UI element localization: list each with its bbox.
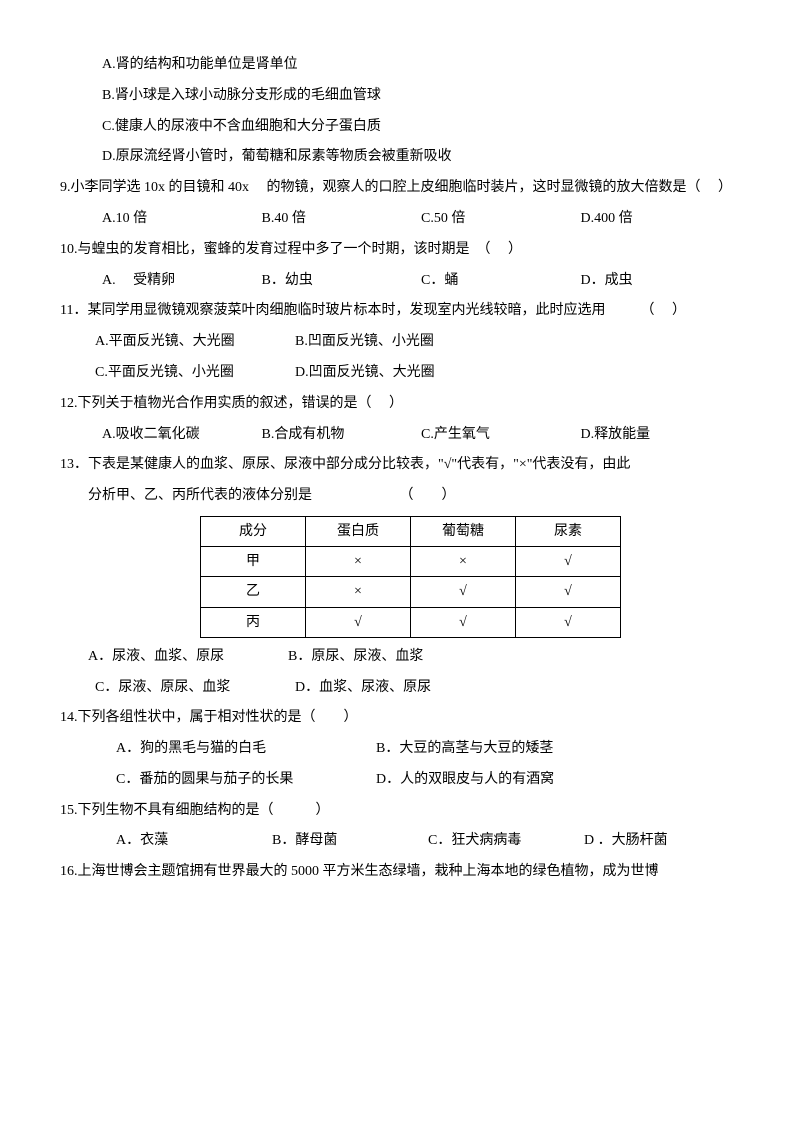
q12-option-d: D.释放能量 [581, 420, 741, 451]
q13-stem-line1: 13．下表是某健康人的血浆、原尿、尿液中部分成分比较表，"√"代表有，"×"代表… [60, 450, 740, 481]
q11-stem: 11．某同学用显微镜观察菠菜叶肉细胞临时玻片标本时，发现室内光线较暗，此时应选用… [60, 296, 740, 327]
q8-option-c: C.健康人的尿液中不含血细胞和大分子蛋白质 [60, 112, 740, 143]
table-cell: 丙 [201, 607, 306, 637]
q12-option-c: C.产生氧气 [421, 420, 581, 451]
q12-stem: 12.下列关于植物光合作用实质的叙述，错误的是（ ） [60, 389, 740, 420]
table-cell: √ [411, 577, 516, 607]
q13-option-d: D．血浆、尿液、原尿 [295, 673, 431, 704]
q9-option-b: B.40 倍 [262, 204, 422, 235]
q12-option-b: B.合成有机物 [262, 420, 422, 451]
table-row: 乙 × √ √ [201, 577, 621, 607]
table-cell: × [306, 577, 411, 607]
table-header: 蛋白质 [306, 516, 411, 546]
q15-option-b: B．酵母菌 [272, 826, 428, 857]
q13-options-row2: C．尿液、原尿、血浆 D．血浆、尿液、原尿 [60, 673, 740, 704]
q10-option-d: D．成虫 [581, 266, 741, 297]
q9-stem: 9.小李同学选 10x 的目镜和 40x 的物镜，观察人的口腔上皮细胞临时装片，… [60, 173, 740, 204]
q11-option-c: C.平面反光镜、小光圈 [95, 358, 295, 389]
q8-option-a: A.肾的结构和功能单位是肾单位 [60, 50, 740, 81]
q9-option-d: D.400 倍 [581, 204, 741, 235]
q16-stem: 16.上海世博会主题馆拥有世界最大的 5000 平方米生态绿墙，栽种上海本地的绿… [60, 857, 740, 888]
q10-option-b: B．幼虫 [262, 266, 422, 297]
q11-options-row2: C.平面反光镜、小光圈 D.凹面反光镜、大光圈 [60, 358, 740, 389]
q13-option-c: C．尿液、原尿、血浆 [95, 673, 295, 704]
q9-options: A.10 倍 B.40 倍 C.50 倍 D.400 倍 [60, 204, 740, 235]
table-cell: 甲 [201, 547, 306, 577]
q15-option-d: D ．大肠杆菌 [584, 826, 740, 857]
table-cell: √ [516, 577, 621, 607]
q14-option-d: D．人的双眼皮与人的有酒窝 [376, 765, 554, 796]
q9-option-a: A.10 倍 [102, 204, 262, 235]
q10-stem: 10.与蝗虫的发育相比，蜜蜂的发育过程中多了一个时期，该时期是 （ ） [60, 235, 740, 266]
q15-options: A．衣藻 B．酵母菌 C．狂犬病病毒 D ．大肠杆菌 [60, 826, 740, 857]
table-header: 葡萄糖 [411, 516, 516, 546]
q15-option-a: A．衣藻 [116, 826, 272, 857]
q14-option-a: A．狗的黑毛与猫的白毛 [116, 734, 376, 765]
document-body: A.肾的结构和功能单位是肾单位 B.肾小球是入球小动脉分支形成的毛细血管球 C.… [60, 50, 740, 888]
q10-option-a: A. 受精卵 [102, 266, 262, 297]
q11-options-row1: A.平面反光镜、大光圈 B.凹面反光镜、小光圈 [60, 327, 740, 358]
q13-stem-line2: 分析甲、乙、丙所代表的液体分别是 （ ） [60, 481, 740, 512]
q10-option-c: C．蛹 [421, 266, 581, 297]
q8-option-d: D.原尿流经肾小管时，葡萄糖和尿素等物质会被重新吸收 [60, 142, 740, 173]
q15-stem: 15.下列生物不具有细胞结构的是（ ） [60, 796, 740, 827]
q13-option-a: A．尿液、血浆、原尿 [88, 642, 288, 673]
table-cell: √ [411, 607, 516, 637]
q11-option-b: B.凹面反光镜、小光圈 [295, 327, 434, 358]
q14-option-b: B．大豆的高茎与大豆的矮茎 [376, 734, 553, 765]
q14-options-row1: A．狗的黑毛与猫的白毛 B．大豆的高茎与大豆的矮茎 [60, 734, 740, 765]
table-row: 丙 √ √ √ [201, 607, 621, 637]
q15-option-c: C．狂犬病病毒 [428, 826, 584, 857]
q9-option-c: C.50 倍 [421, 204, 581, 235]
q10-options: A. 受精卵 B．幼虫 C．蛹 D．成虫 [60, 266, 740, 297]
table-cell: √ [306, 607, 411, 637]
q13-option-b: B．原尿、尿液、血浆 [288, 642, 423, 673]
q13-table: 成分 蛋白质 葡萄糖 尿素 甲 × × √ 乙 × √ √ 丙 √ √ √ [200, 516, 621, 638]
table-cell: × [306, 547, 411, 577]
q11-option-a: A.平面反光镜、大光圈 [95, 327, 295, 358]
table-header: 尿素 [516, 516, 621, 546]
q8-option-b: B.肾小球是入球小动脉分支形成的毛细血管球 [60, 81, 740, 112]
q13-options-row1: A．尿液、血浆、原尿 B．原尿、尿液、血浆 [60, 642, 740, 673]
table-cell: × [411, 547, 516, 577]
table-row: 甲 × × √ [201, 547, 621, 577]
q12-option-a: A.吸收二氧化碳 [102, 420, 262, 451]
q14-options-row2: C．番茄的圆果与茄子的长果 D．人的双眼皮与人的有酒窝 [60, 765, 740, 796]
table-cell: √ [516, 547, 621, 577]
table-header: 成分 [201, 516, 306, 546]
q14-stem: 14.下列各组性状中，属于相对性状的是（ ） [60, 703, 740, 734]
table-cell: √ [516, 607, 621, 637]
table-header-row: 成分 蛋白质 葡萄糖 尿素 [201, 516, 621, 546]
table-cell: 乙 [201, 577, 306, 607]
q14-option-c: C．番茄的圆果与茄子的长果 [116, 765, 376, 796]
q11-option-d: D.凹面反光镜、大光圈 [295, 358, 435, 389]
q12-options: A.吸收二氧化碳 B.合成有机物 C.产生氧气 D.释放能量 [60, 420, 740, 451]
